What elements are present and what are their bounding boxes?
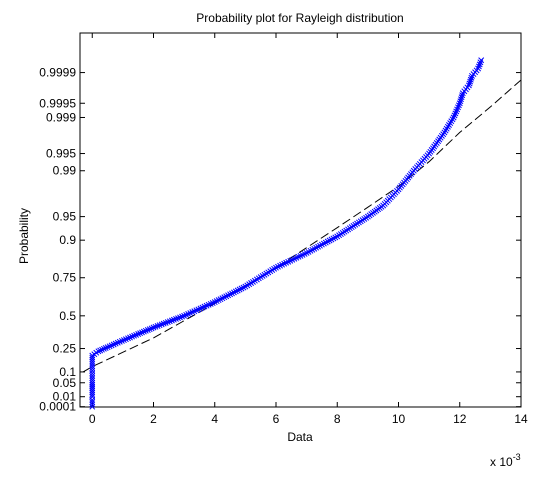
x-multiplier-base: x 10 xyxy=(490,455,513,469)
data-point-marker xyxy=(458,96,464,103)
x-tick-label: 0 xyxy=(89,412,96,426)
y-tick-label: 0.95 xyxy=(53,210,77,224)
data-point-marker xyxy=(146,326,153,333)
data-point-marker xyxy=(100,345,107,352)
chart-title: Probability plot for Rayleigh distributi… xyxy=(196,11,403,25)
x-tick-label: 14 xyxy=(514,412,528,426)
y-axis-label: Probability xyxy=(17,208,31,264)
x-tick-label: 10 xyxy=(392,412,406,426)
y-tick-label: 0.9999 xyxy=(39,66,76,80)
data-point-marker xyxy=(97,347,104,354)
data-point-marker xyxy=(89,363,96,370)
data-point-marker xyxy=(468,74,475,81)
data-point-marker xyxy=(89,375,96,382)
data-point-marker xyxy=(89,370,96,377)
data-point-marker xyxy=(139,329,145,336)
y-tick-label: 0.75 xyxy=(53,271,77,285)
data-point-marker xyxy=(95,348,102,355)
data-point-marker xyxy=(144,327,151,333)
y-tick-label: 0.05 xyxy=(53,376,77,390)
data-point-marker xyxy=(467,76,474,83)
data-point-marker xyxy=(89,399,96,406)
data-point-marker xyxy=(466,80,473,87)
x-tick-label: 2 xyxy=(150,412,157,426)
y-tick-label: 0.25 xyxy=(53,342,77,356)
y-tick-label: 0.0001 xyxy=(39,400,76,414)
data-point-marker xyxy=(89,381,96,388)
x-tick-label: 4 xyxy=(211,412,218,426)
data-point-marker xyxy=(89,367,96,374)
y-tick-label: 0.999 xyxy=(46,110,76,124)
y-tick-label: 0.9 xyxy=(59,233,76,247)
y-tick-label: 0.995 xyxy=(46,147,76,161)
y-tick-label: 0.99 xyxy=(53,164,77,178)
y-tick-label: 0.01 xyxy=(53,390,77,404)
x-tick-label: 6 xyxy=(273,412,280,426)
x-axis-ticks: 0 2 4 6 8 10 12 14 xyxy=(89,33,528,426)
reference-line-group xyxy=(82,79,522,373)
data-point-marker xyxy=(89,360,96,367)
plot-area xyxy=(79,32,522,408)
data-point-marker xyxy=(89,403,96,410)
x-multiplier-exponent: -3 xyxy=(513,452,521,462)
data-point-marker xyxy=(467,78,474,85)
data-point-marker xyxy=(457,98,464,105)
data-points-group xyxy=(89,57,485,410)
data-point-marker xyxy=(89,365,96,372)
data-point-marker xyxy=(102,345,109,351)
data-point-marker xyxy=(137,330,144,337)
y-tick-label: 0.1 xyxy=(59,365,76,379)
data-point-marker xyxy=(135,331,142,337)
data-point-marker xyxy=(89,354,96,361)
data-point-marker xyxy=(458,94,465,101)
data-point-marker xyxy=(89,372,96,379)
data-point-marker xyxy=(89,377,96,384)
x-tick-label: 12 xyxy=(453,412,467,426)
data-point-marker xyxy=(478,57,485,64)
x-tick-label: 8 xyxy=(334,412,341,426)
x-axis-multiplier: x 10-3 xyxy=(490,452,521,469)
data-point-marker xyxy=(150,324,157,331)
y-tick-label: 0.9995 xyxy=(39,96,76,110)
data-point-marker xyxy=(89,379,96,386)
data-point-marker xyxy=(456,100,463,107)
data-point-marker xyxy=(140,328,147,335)
reference-line xyxy=(82,79,522,373)
data-point-marker xyxy=(173,315,179,322)
x-axis-label: Data xyxy=(287,430,313,444)
data-point-marker xyxy=(89,401,96,408)
data-point-marker xyxy=(465,82,472,89)
y-tick-label: 0.5 xyxy=(59,309,76,323)
data-point-marker xyxy=(459,92,466,99)
